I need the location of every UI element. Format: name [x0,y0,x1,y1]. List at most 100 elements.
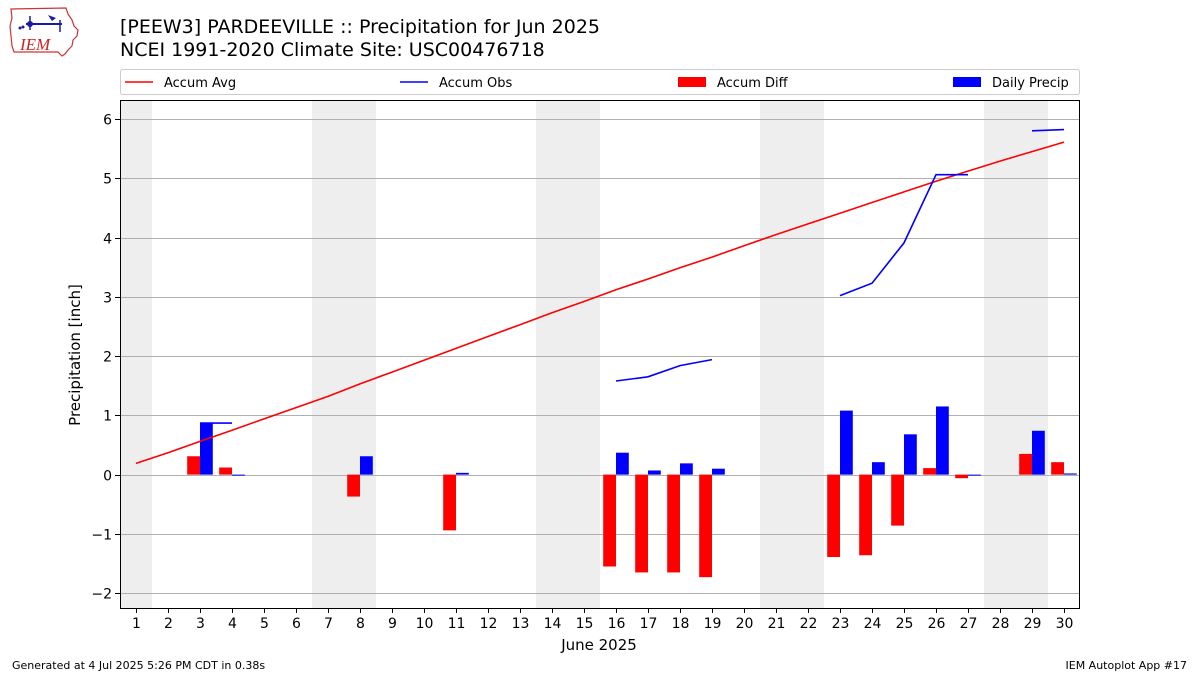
y-tick-label-3: 3 [103,291,112,307]
logo-text: IEM [19,35,51,54]
daily-precip-bar-4 [232,474,245,476]
iem-logo: IEM [8,6,80,62]
x-tick-label-13: 13 [512,616,530,632]
weekend-band-14 [536,100,568,608]
daily-precip-bar-26 [936,406,949,475]
legend-label-3: Daily Precip [992,76,1069,91]
daily-precip-bar-24 [872,462,885,475]
legend-label-1: Accum Obs [439,76,512,91]
accum-obs-line-3 [1031,128,1065,132]
y-axis-ticks: −2 −1 0 1 2 3 4 5 6 [91,113,120,603]
x-tick-label-10: 10 [416,616,434,632]
y-tick-label-4: 4 [103,232,112,248]
x-tick-label-30: 30 [1056,616,1074,632]
accum-diff-bar-16 [603,474,616,567]
weekend-band-21 [760,100,792,608]
x-tick-label-27: 27 [960,616,978,632]
accum-diff-bar-4 [219,467,232,475]
y-tick-label-5: 5 [103,172,112,188]
x-tick-label-3: 3 [196,616,205,632]
accum-diff-bar-11 [443,474,456,531]
accum-diff-bar-17 [635,474,648,573]
daily-precip-bar-29 [1032,430,1045,475]
x-tick-label-24: 24 [864,616,882,632]
chart-subtitle: NCEI 1991-2020 Climate Site: USC00476718 [120,39,545,61]
x-tick-label-5: 5 [260,616,269,632]
legend-label-2: Accum Diff [717,76,789,91]
weekend-band-29 [1016,100,1048,608]
plot-frame [120,100,1080,609]
grid-lines [120,119,1080,594]
accum-diff-bar-30 [1051,462,1064,475]
x-tick-label-11: 11 [448,616,466,632]
daily-precip-bar-19 [712,468,725,475]
accum-diff-bar-23 [827,474,840,558]
x-tick-label-1: 1 [132,616,141,632]
accum-diff-bar-25 [891,474,904,526]
weekend-shading [120,100,1048,608]
x-tick-label-12: 12 [480,616,498,632]
x-tick-label-28: 28 [992,616,1010,632]
y-tick-label-2: 2 [103,350,112,366]
accum-diff-bar-8 [347,474,360,497]
footer-app: IEM Autoplot App #17 [1065,659,1188,672]
legend-swatch-3 [953,77,981,87]
accum-diff-bar-24 [859,474,872,556]
legend-swatch-2 [678,77,706,87]
footer-generated: Generated at 4 Jul 2025 5:26 PM CDT in 0… [12,659,266,672]
x-tick-label-7: 7 [324,616,333,632]
x-tick-label-26: 26 [928,616,946,632]
legend-label-0: Accum Avg [164,76,236,91]
accum-obs-line-2 [839,173,968,297]
y-tick-label-1: 1 [103,409,112,425]
y-axis-label: Precipitation [inch] [66,284,84,426]
x-tick-label-2: 2 [164,616,173,632]
accum-diff-bar-27 [955,474,968,479]
y-tick-label--2: −2 [91,587,112,603]
accum-diff-bar-3 [187,456,200,475]
weekend-band-15 [568,100,600,608]
x-tick-label-14: 14 [544,616,562,632]
y-tick-label-6: 6 [103,113,112,129]
chart-title: [PEEW3] PARDEEVILLE :: Precipitation for… [120,16,600,38]
x-tick-label-15: 15 [576,616,594,632]
x-tick-label-6: 6 [292,616,301,632]
x-tick-label-16: 16 [608,616,626,632]
daily-precip-bar-3 [200,423,213,475]
accum-diff-bar-26 [923,468,936,475]
x-tick-label-22: 22 [800,616,818,632]
x-tick-label-25: 25 [896,616,914,632]
daily-precip-bar-30 [1064,473,1077,475]
weekend-band-7 [312,100,344,608]
legend: Accum Avg Accum Obs Accum Diff Daily Precip [120,69,1080,95]
weekend-band-28 [984,100,1016,608]
x-tick-label-20: 20 [736,616,754,632]
daily-precip-bar-11 [456,472,469,475]
x-axis-label: June 2025 [560,636,637,654]
x-tick-label-29: 29 [1024,616,1042,632]
daily-precip-bar-8 [360,456,373,475]
x-tick-label-4: 4 [228,616,237,632]
accum-diff-bar-19 [699,474,712,578]
daily-precip-bar-16 [616,452,629,475]
accum-diff-bar-18 [667,474,680,573]
x-tick-label-19: 19 [704,616,722,632]
x-tick-label-21: 21 [768,616,786,632]
daily-precip-bar-18 [680,463,693,475]
line-series [135,128,1065,465]
daily-precip-bar-25 [904,434,917,475]
daily-precip-bar-23 [840,410,853,475]
x-tick-label-17: 17 [640,616,658,632]
accum-avg-line [135,141,1065,465]
daily-precip-bar-27 [968,474,981,476]
daily-precip-bar-17 [648,470,661,475]
x-axis-ticks: 1 2 3 4 5 6 7 8 9 10 11 12 13 14 15 16 17 18 19 20 21 22 23 24 2… [132,608,1073,632]
bar-series [187,406,1077,578]
x-tick-label-8: 8 [356,616,365,632]
weekend-band-1 [120,100,152,608]
weekend-band-22 [792,100,824,608]
y-tick-label--1: −1 [91,528,112,544]
x-tick-label-23: 23 [832,616,850,632]
accum-diff-bar-29 [1019,453,1032,475]
